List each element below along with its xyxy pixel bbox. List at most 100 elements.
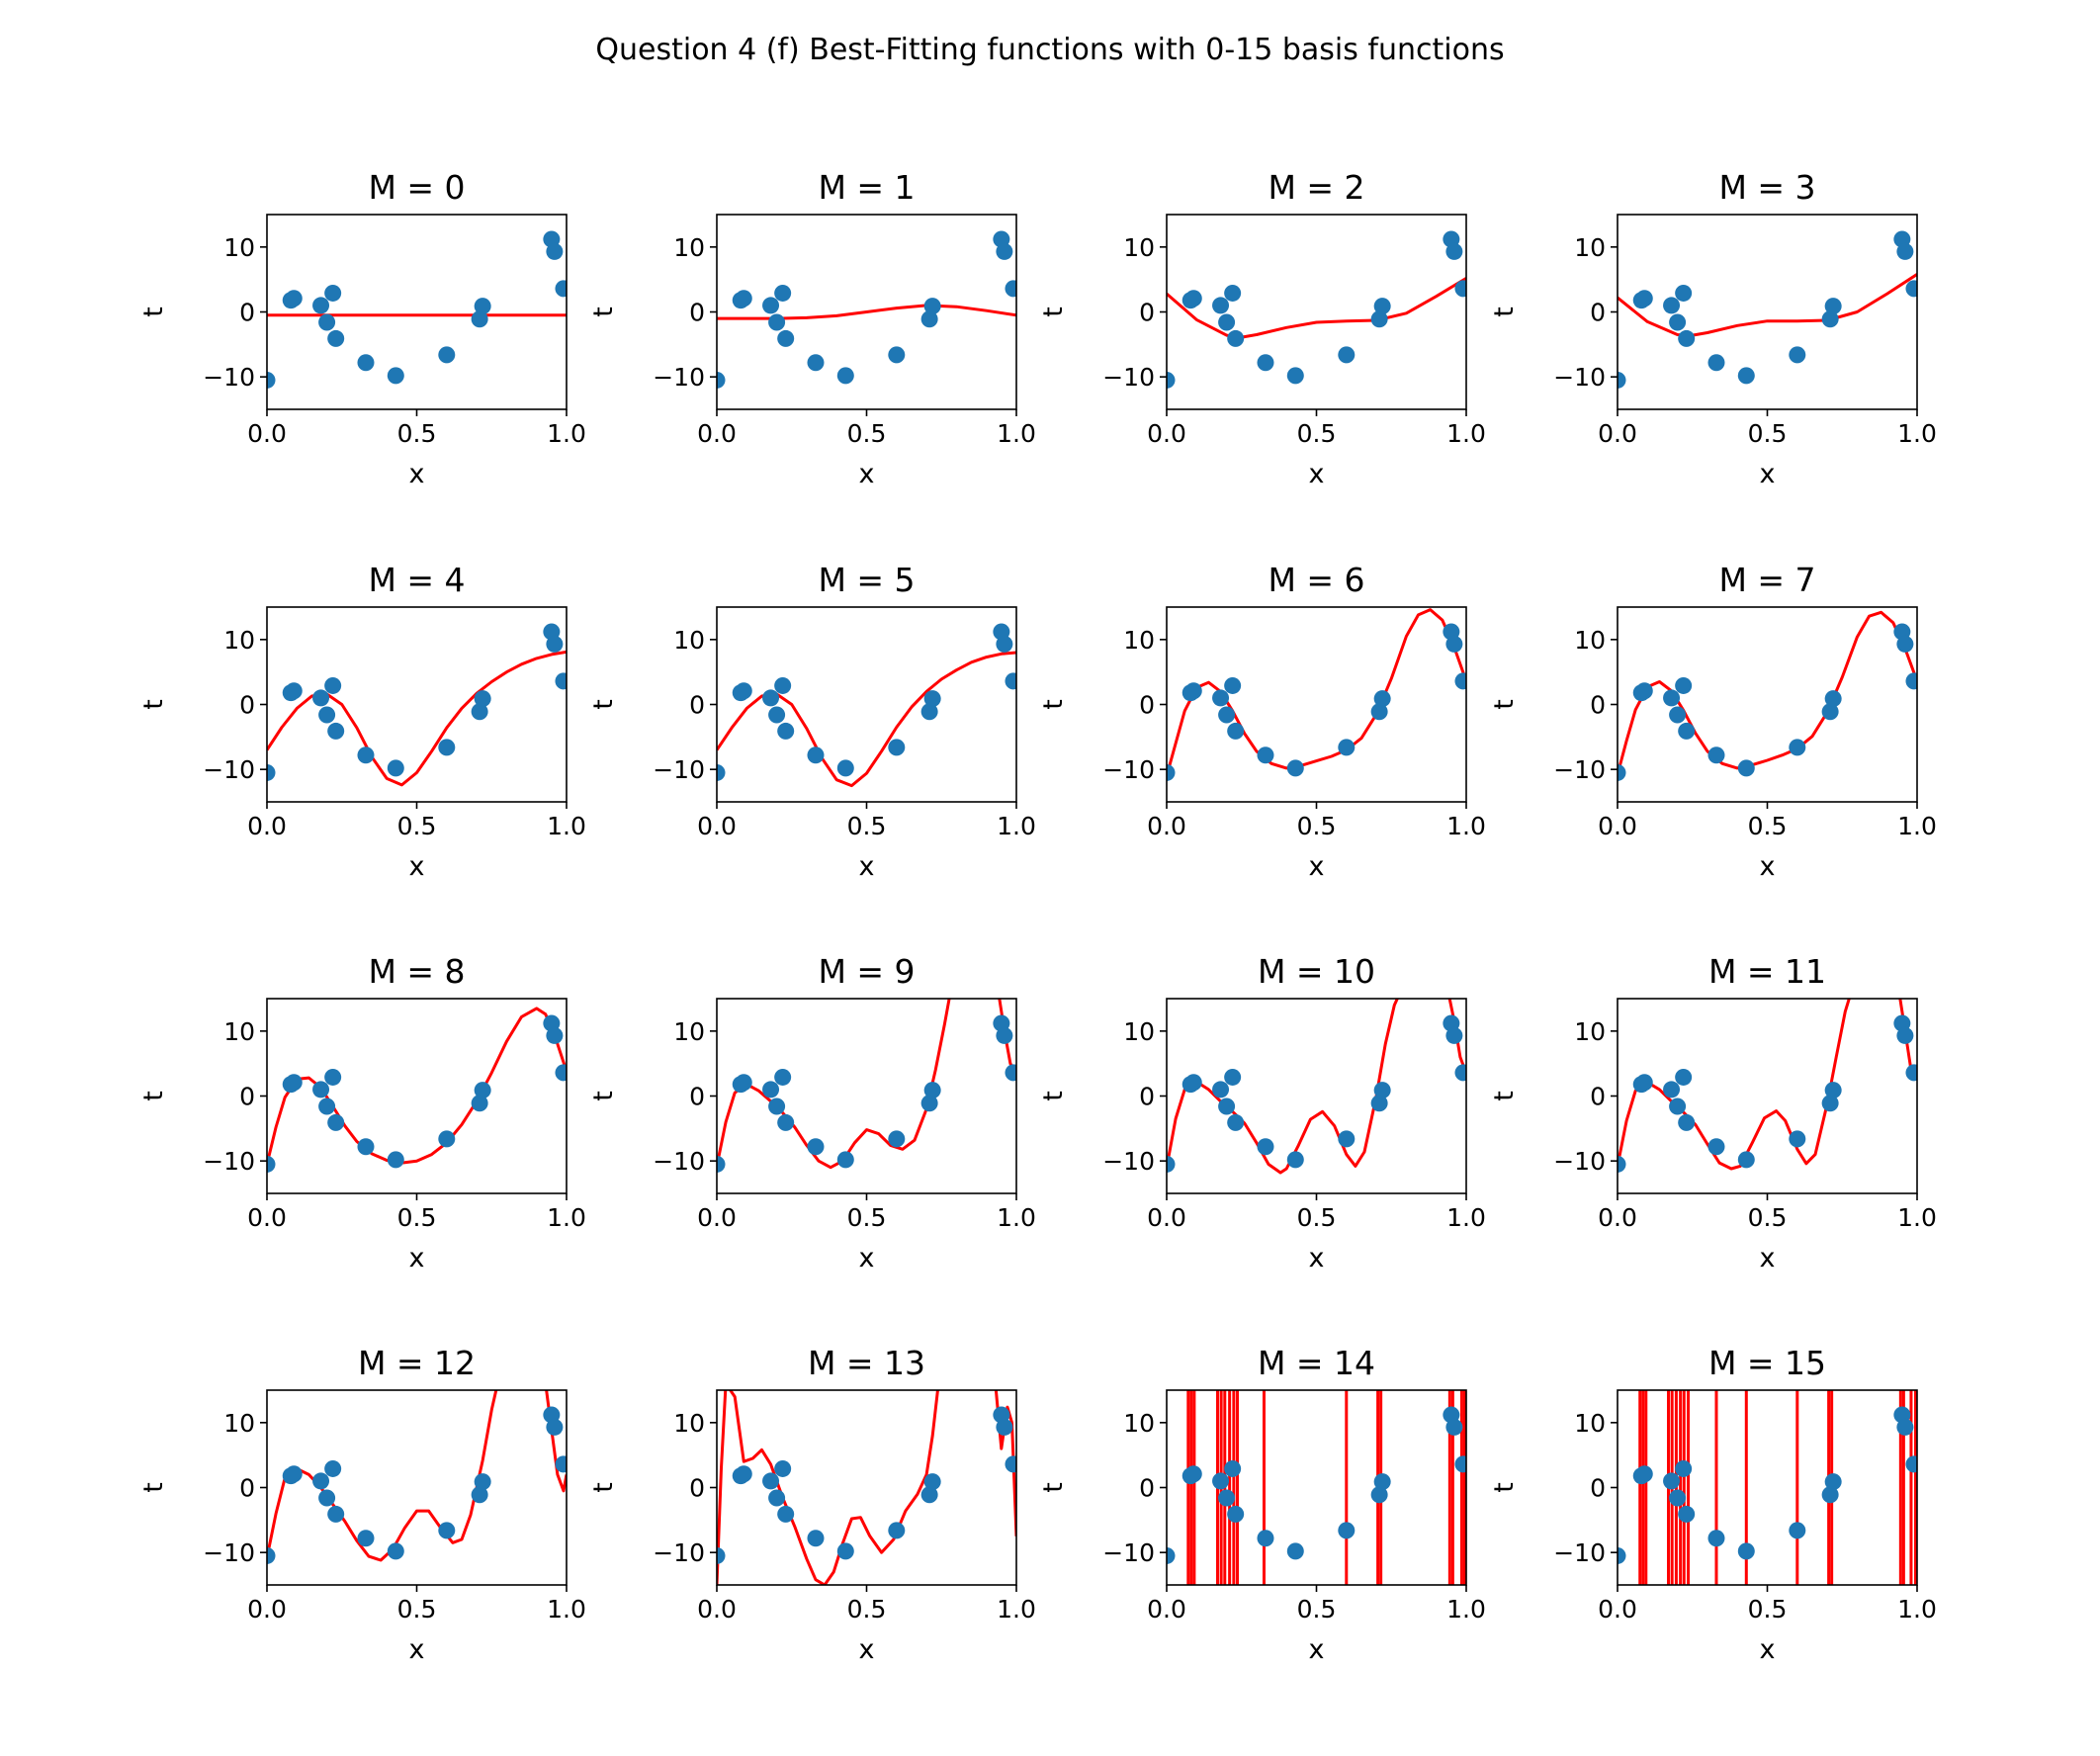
data-point	[920, 1486, 938, 1504]
data-point	[357, 354, 375, 372]
fit-curve	[717, 304, 1016, 320]
x-tick-label: 1.0	[997, 419, 1036, 448]
x-tick-label: 0.0	[247, 812, 287, 840]
data-point	[1454, 672, 1466, 690]
y-tick-label: 10	[1574, 233, 1606, 262]
data-point	[1224, 1459, 1242, 1477]
data-point	[1370, 703, 1388, 721]
data-point	[1218, 1098, 1236, 1115]
y-tick-label: 0	[1139, 1474, 1155, 1503]
data-point	[1218, 1489, 1236, 1507]
data-point	[836, 1151, 854, 1169]
data-point	[1896, 1026, 1914, 1044]
data-point	[1224, 284, 1242, 302]
x-axis-label: x	[1309, 1243, 1325, 1273]
data-point	[1789, 1522, 1806, 1539]
data-point	[1257, 1530, 1274, 1547]
data-point	[312, 1472, 330, 1490]
data-point	[1224, 676, 1242, 694]
y-tick-label: 0	[689, 691, 705, 720]
y-tick-label: 10	[673, 1017, 705, 1046]
x-tick-label: 0.0	[1147, 1203, 1186, 1232]
x-tick-label: 1.0	[1897, 1203, 1937, 1232]
y-axis-label: t	[1489, 1091, 1520, 1101]
subplot-1: M = 1 0.0 0.5 1.0 10 0 −10 x t	[588, 168, 1036, 489]
y-axis-label: t	[1038, 699, 1069, 710]
data-point	[1737, 759, 1755, 777]
data-point	[1669, 313, 1687, 331]
data-point	[1167, 1546, 1176, 1564]
x-tick-label: 1.0	[547, 1595, 586, 1624]
y-axis-label: t	[1038, 1091, 1069, 1101]
data-point	[888, 739, 906, 756]
y-axis-label: t	[1489, 699, 1520, 710]
data-point	[1789, 346, 1806, 364]
data-point	[888, 1522, 906, 1539]
x-tick-label: 0.0	[697, 812, 737, 840]
data-point	[474, 690, 491, 708]
data-point	[807, 1138, 825, 1156]
data-point	[807, 746, 825, 764]
data-point	[285, 290, 303, 307]
figure-title: Question 4 (f) Best-Fitting functions wi…	[595, 33, 1504, 67]
x-tick-label: 1.0	[997, 812, 1036, 840]
subplot-2: M = 2 0.0 0.5 1.0 10 0 −10 x t	[1038, 168, 1486, 489]
data-point	[471, 1095, 488, 1112]
data-point	[923, 298, 941, 315]
data-point	[1707, 1138, 1725, 1156]
data-point	[1167, 763, 1176, 781]
data-point	[777, 722, 795, 740]
plot-area	[1167, 608, 1466, 781]
y-tick-label: −10	[1102, 1538, 1155, 1567]
x-tick-label: 0.5	[1297, 419, 1337, 448]
data-point	[1737, 367, 1755, 385]
x-tick-label: 0.5	[1748, 1203, 1788, 1232]
data-point	[1184, 1465, 1202, 1483]
data-point	[807, 354, 825, 372]
data-point	[1618, 1155, 1626, 1173]
y-tick-label: −10	[653, 1147, 705, 1176]
data-point	[1338, 739, 1356, 756]
data-point	[267, 1546, 276, 1564]
y-axis-label: t	[588, 1091, 619, 1101]
subplot-15: M = 15 0.0 0.5 1.0 10 0 −10 x t	[1489, 1344, 1937, 1665]
data-point	[777, 1505, 795, 1523]
y-tick-label: 0	[1139, 691, 1155, 720]
data-point	[768, 313, 786, 331]
data-point	[1373, 298, 1391, 315]
y-tick-label: 10	[223, 233, 255, 262]
data-point	[920, 1095, 938, 1112]
data-point	[920, 703, 938, 721]
y-tick-label: 0	[689, 1474, 705, 1503]
data-point	[1454, 280, 1466, 298]
data-point	[546, 1418, 564, 1436]
subplot-title: M = 0	[368, 168, 465, 207]
data-point	[438, 1522, 456, 1539]
x-tick-label: 1.0	[547, 419, 586, 448]
subplot-title: M = 3	[1718, 168, 1815, 207]
data-point	[1373, 1473, 1391, 1491]
plot-area	[267, 623, 567, 787]
data-point	[267, 1155, 276, 1173]
x-tick-label: 0.0	[247, 419, 287, 448]
subplot-title: M = 8	[368, 952, 465, 991]
x-axis-label: x	[409, 1243, 425, 1273]
x-tick-label: 0.0	[247, 1203, 287, 1232]
data-point	[1445, 635, 1463, 653]
x-tick-label: 0.5	[1297, 1203, 1337, 1232]
subplot-13: M = 13 0.0 0.5 1.0 10 0 −10 x t	[588, 1344, 1036, 1665]
data-point	[1212, 1081, 1230, 1098]
subplot-title: M = 11	[1708, 952, 1826, 991]
data-point	[888, 1130, 906, 1148]
x-tick-label: 0.5	[847, 419, 887, 448]
data-point	[318, 1098, 336, 1115]
data-point	[1167, 1155, 1176, 1173]
data-point	[1373, 1082, 1391, 1099]
plot-area	[1167, 1390, 1466, 1585]
data-point	[1370, 1095, 1388, 1112]
data-point	[471, 310, 488, 328]
plot-area	[1618, 610, 1917, 781]
data-point	[1635, 290, 1653, 307]
data-point	[312, 297, 330, 314]
